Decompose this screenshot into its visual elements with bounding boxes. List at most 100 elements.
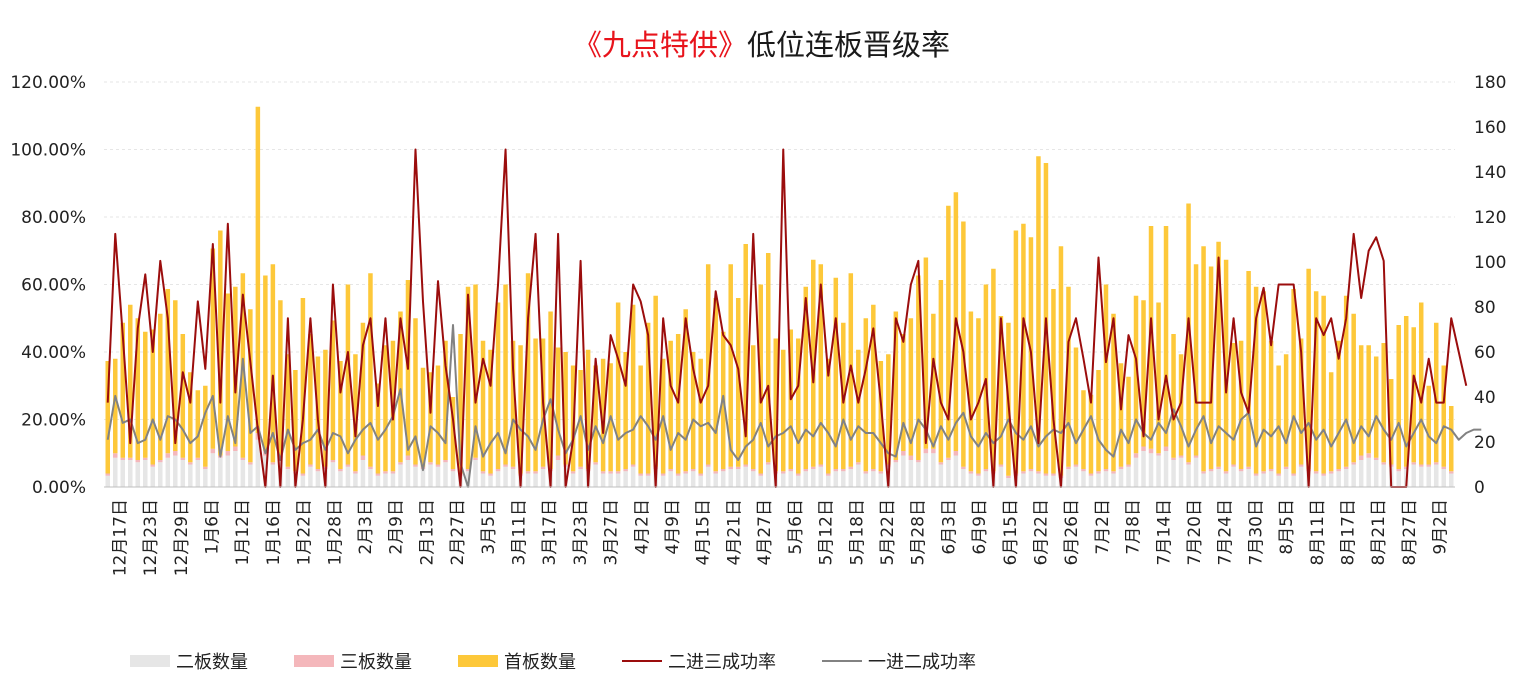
bar-third-board (1238, 469, 1244, 472)
x-axis-tick-label: 7月20日 (1185, 499, 1205, 565)
bar-first-board (781, 349, 786, 472)
bar-second-board (210, 453, 216, 487)
bar-third-board (1261, 471, 1266, 474)
bar-first-board (1298, 338, 1304, 465)
bar-second-board (623, 471, 628, 487)
bar-first-board (916, 275, 921, 460)
bar-first-board (120, 322, 126, 458)
bar-third-board (1156, 453, 1161, 456)
bar-third-board (765, 462, 771, 465)
bar-third-board (645, 473, 651, 476)
bar-third-board (465, 469, 471, 472)
chart-legend: 二板数量 三板数量 首板数量 二进三成功率 一进二成功率 (130, 648, 1022, 674)
bar-first-board (991, 268, 996, 472)
x-axis-tick-label: 3月11日 (510, 499, 530, 565)
x-axis-tick-label: 12月29日 (172, 499, 192, 576)
bar-second-board (443, 462, 448, 487)
bar-second-board (720, 471, 726, 487)
bar-third-board (398, 462, 403, 465)
bar-first-board (420, 367, 426, 467)
bar-third-board (135, 460, 141, 463)
bar-third-board (555, 455, 561, 460)
bar-second-board (480, 473, 486, 487)
bar-first-board (1111, 313, 1116, 472)
bar-third-board (998, 464, 1004, 467)
bar-third-board (713, 471, 718, 474)
bar-second-board (225, 455, 231, 487)
bar-first-board (1366, 345, 1371, 454)
bar-second-board (300, 475, 306, 487)
bar-first-board (1268, 340, 1274, 469)
bar-third-board (1328, 471, 1334, 474)
bar-third-board (1126, 464, 1131, 467)
bar-first-board (443, 340, 448, 460)
bar-second-board (1156, 455, 1161, 487)
bar-first-board (293, 370, 298, 472)
x-axis-tick-label: 4月9日 (663, 499, 683, 555)
x-axis-tick-label: 3月17日 (540, 499, 560, 565)
bar-first-board (1403, 316, 1409, 467)
bar-second-board (750, 471, 756, 487)
bar-second-board (308, 466, 313, 487)
left-axis-tick-label: 40.00% (21, 343, 86, 363)
bar-second-board (405, 460, 411, 487)
x-axis-tick-label: 7月14日 (1154, 499, 1174, 565)
bar-first-board (1433, 322, 1439, 463)
bar-second-board (570, 473, 576, 487)
right-axis-tick-label: 180 (1474, 73, 1506, 93)
bar-first-board (878, 361, 884, 472)
right-axis-tick-label: 160 (1474, 118, 1506, 138)
bar-second-board (525, 473, 531, 487)
bar-second-board (128, 460, 133, 487)
bar-first-board (270, 264, 276, 463)
bar-third-board (480, 471, 486, 474)
bar-third-board (946, 457, 951, 460)
bar-second-board (1313, 473, 1319, 487)
bar-second-board (630, 466, 636, 487)
right-axis-tick-label: 80 (1474, 298, 1496, 318)
bar-first-board (480, 340, 486, 472)
bar-third-board (188, 462, 193, 465)
bar-first-board (368, 273, 373, 467)
bar-third-board (796, 473, 801, 476)
bar-third-board (473, 457, 478, 460)
bar-third-board (510, 466, 516, 469)
x-axis-tick-label: 8月11日 (1308, 499, 1328, 565)
bar-first-board (1449, 406, 1454, 472)
bar-first-board (833, 277, 839, 469)
bar-third-board (1178, 455, 1184, 458)
bar-first-board (203, 385, 208, 467)
bar-third-board (668, 469, 673, 472)
bar-third-board (540, 466, 546, 469)
bar-third-board (1096, 471, 1101, 474)
bar-third-board (1433, 462, 1439, 465)
bar-second-board (675, 475, 681, 487)
bar-second-board (683, 473, 688, 487)
x-axis-tick-label: 7月8日 (1124, 499, 1144, 555)
bar-first-board (1351, 313, 1356, 463)
bar-second-board (1396, 471, 1401, 487)
bar-first-board (458, 334, 463, 474)
bar-second-board (1261, 473, 1266, 487)
bar-third-board (1313, 471, 1319, 474)
line-rate-2to3 (106, 148, 1468, 488)
bar-first-board (495, 302, 501, 469)
left-axis-tick-label: 100.00% (10, 141, 86, 161)
bar-second-board (375, 475, 381, 487)
left-axis-tick-label: 80.00% (21, 208, 86, 228)
bar-second-board (1351, 464, 1356, 487)
legend-label: 一进二成功率 (868, 652, 976, 673)
bar-second-board (510, 469, 516, 487)
bar-second-board (165, 457, 171, 487)
bar-second-board (383, 473, 388, 487)
bar-first-board (1223, 259, 1229, 472)
x-axis-tick-label: 2月3日 (356, 499, 376, 555)
bar-second-board (1283, 469, 1289, 487)
bar-second-board (1118, 469, 1124, 487)
x-axis-tick-label: 6月9日 (970, 499, 990, 555)
bar-second-board (1276, 475, 1281, 487)
bar-third-board (338, 469, 343, 472)
bar-third-board (608, 471, 613, 474)
bar-second-board (450, 471, 456, 487)
